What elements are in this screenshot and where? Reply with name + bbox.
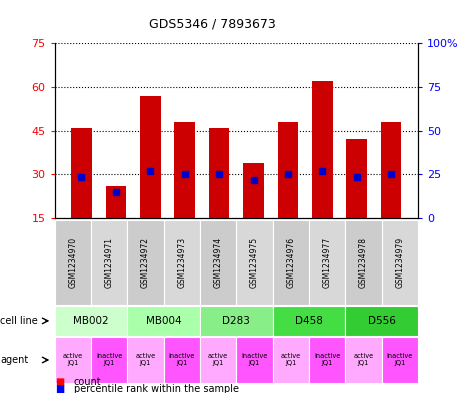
Text: ■: ■ (55, 384, 64, 393)
Text: GSM1234978: GSM1234978 (359, 237, 368, 288)
Bar (277, 122, 298, 218)
FancyBboxPatch shape (381, 220, 418, 305)
FancyBboxPatch shape (273, 306, 345, 336)
Text: percentile rank within the sample: percentile rank within the sample (74, 384, 238, 393)
FancyBboxPatch shape (309, 337, 345, 383)
Text: inactive
JQ1: inactive JQ1 (387, 353, 413, 367)
Text: GDS5346 / 7893673: GDS5346 / 7893673 (149, 18, 276, 31)
Text: active
JQ1: active JQ1 (353, 353, 374, 367)
Text: active
JQ1: active JQ1 (281, 353, 301, 367)
FancyBboxPatch shape (55, 220, 91, 305)
Text: MB004: MB004 (146, 316, 181, 326)
FancyBboxPatch shape (127, 306, 200, 336)
Bar (312, 81, 332, 218)
Text: GSM1234979: GSM1234979 (395, 237, 404, 288)
FancyBboxPatch shape (200, 306, 273, 336)
Text: D556: D556 (368, 316, 396, 326)
FancyBboxPatch shape (273, 220, 309, 305)
FancyBboxPatch shape (163, 220, 200, 305)
FancyBboxPatch shape (345, 220, 381, 305)
Text: GSM1234973: GSM1234973 (177, 237, 186, 288)
Text: active
JQ1: active JQ1 (63, 353, 83, 367)
Bar (346, 140, 367, 218)
Text: GSM1234976: GSM1234976 (286, 237, 295, 288)
Text: active
JQ1: active JQ1 (208, 353, 228, 367)
FancyBboxPatch shape (200, 337, 237, 383)
Text: MB002: MB002 (73, 316, 109, 326)
FancyBboxPatch shape (127, 220, 163, 305)
Text: ■: ■ (55, 377, 64, 387)
Text: count: count (74, 377, 101, 387)
Bar (105, 186, 126, 218)
FancyBboxPatch shape (273, 337, 309, 383)
Bar (140, 96, 161, 218)
Bar (243, 163, 264, 218)
Text: cell line: cell line (0, 316, 38, 326)
Bar (174, 122, 195, 218)
FancyBboxPatch shape (163, 337, 200, 383)
Text: active
JQ1: active JQ1 (135, 353, 156, 367)
Text: GSM1234971: GSM1234971 (104, 237, 114, 288)
FancyBboxPatch shape (55, 337, 91, 383)
Bar (71, 128, 92, 218)
FancyBboxPatch shape (237, 220, 273, 305)
Text: GSM1234972: GSM1234972 (141, 237, 150, 288)
FancyBboxPatch shape (309, 220, 345, 305)
FancyBboxPatch shape (91, 337, 127, 383)
FancyBboxPatch shape (345, 306, 418, 336)
FancyBboxPatch shape (91, 220, 127, 305)
Text: inactive
JQ1: inactive JQ1 (241, 353, 268, 367)
Bar (209, 128, 229, 218)
Text: GSM1234977: GSM1234977 (323, 237, 332, 288)
Text: inactive
JQ1: inactive JQ1 (169, 353, 195, 367)
Text: D283: D283 (222, 316, 250, 326)
FancyBboxPatch shape (127, 337, 163, 383)
FancyBboxPatch shape (345, 337, 381, 383)
FancyBboxPatch shape (200, 220, 237, 305)
Text: inactive
JQ1: inactive JQ1 (314, 353, 341, 367)
Text: agent: agent (0, 355, 28, 365)
Text: GSM1234975: GSM1234975 (250, 237, 259, 288)
Bar (381, 122, 401, 218)
Text: GSM1234970: GSM1234970 (68, 237, 77, 288)
Text: D458: D458 (295, 316, 323, 326)
FancyBboxPatch shape (381, 337, 418, 383)
FancyBboxPatch shape (55, 306, 127, 336)
Text: inactive
JQ1: inactive JQ1 (96, 353, 123, 367)
Text: GSM1234974: GSM1234974 (214, 237, 223, 288)
FancyBboxPatch shape (237, 337, 273, 383)
